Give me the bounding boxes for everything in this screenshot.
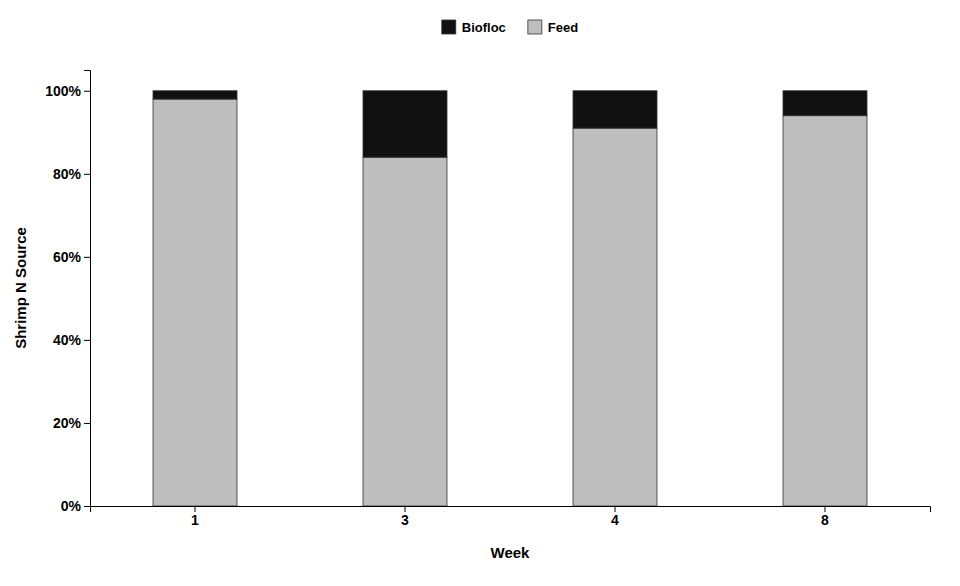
y-axis-title: Shrimp N Source (12, 227, 29, 349)
y-axis-line (84, 71, 91, 507)
legend-item: Feed (528, 20, 578, 35)
y-tick-label: 0% (61, 498, 82, 514)
y-tick: 20% (53, 415, 90, 431)
y-tick: 100% (45, 83, 90, 99)
y-tick-mark (84, 506, 90, 507)
y-tick: 0% (61, 498, 90, 514)
x-axis: 1 3 4 8 (91, 506, 931, 528)
y-tick-mark (84, 340, 90, 341)
bars (153, 91, 867, 506)
chart: 0% 20% 40% 60% 80% 100% 1 3 4 8 Week Shrimp N Sourc… (0, 0, 960, 586)
y-tick-label: 80% (53, 166, 82, 182)
x-tick-label: 3 (401, 512, 409, 528)
y-tick-label: 40% (53, 332, 82, 348)
x-tick: 1 (191, 506, 199, 528)
x-axis-title: Week (491, 544, 531, 561)
y-tick-mark (84, 174, 90, 175)
series (153, 91, 867, 157)
series (153, 99, 867, 506)
x-tick-label: 4 (611, 512, 619, 528)
bar (783, 116, 867, 506)
y-tick-label: 20% (53, 415, 82, 431)
bar (573, 128, 657, 506)
x-tick: 8 (821, 506, 829, 528)
y-tick: 40% (53, 332, 90, 348)
bar (573, 91, 657, 128)
y-tick-mark (84, 257, 90, 258)
bar (363, 157, 447, 506)
legend-item: Biofloc (442, 20, 506, 35)
x-tick-label: 1 (191, 512, 199, 528)
legend-swatch (528, 20, 542, 34)
bar (363, 91, 447, 157)
legend-swatch (442, 20, 456, 34)
plot-area: 0% 20% 40% 60% 80% 100% 1 3 4 8 (45, 71, 930, 528)
x-axis-line (91, 507, 931, 513)
legend-label: Feed (548, 20, 578, 35)
y-tick: 60% (53, 249, 90, 265)
bar (153, 91, 237, 99)
y-tick: 80% (53, 166, 90, 182)
x-tick: 4 (611, 506, 619, 528)
y-axis: 0% 20% 40% 60% 80% 100% (45, 71, 90, 514)
y-tick-label: 60% (53, 249, 82, 265)
legend-label: Biofloc (462, 20, 506, 35)
x-tick-label: 8 (821, 512, 829, 528)
x-tick: 3 (401, 506, 409, 528)
y-tick-label: 100% (45, 83, 81, 99)
bar (153, 99, 237, 506)
y-tick-mark (84, 91, 90, 92)
bar (783, 91, 867, 116)
legend: Biofloc Feed (442, 20, 578, 35)
y-tick-mark (84, 423, 90, 424)
